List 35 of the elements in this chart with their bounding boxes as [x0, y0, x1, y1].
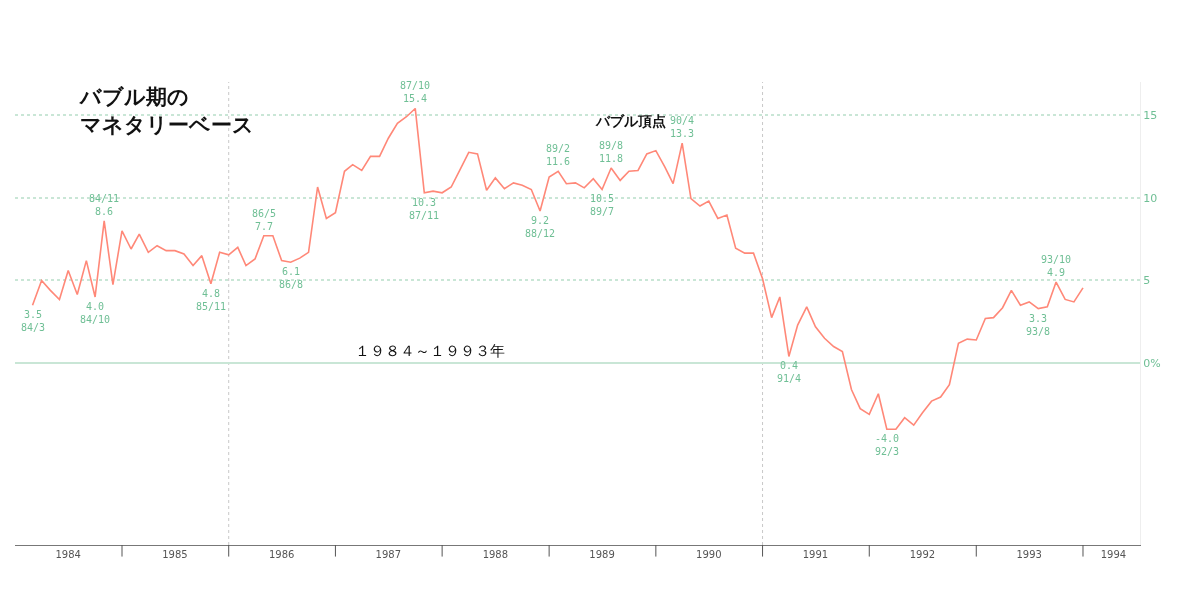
x-tick-label: 1988 — [482, 549, 509, 560]
annotation: 86/5 7.7 — [252, 208, 277, 232]
x-tick-label: 1984 — [55, 549, 81, 560]
annotation: -4.0 92/3 — [875, 433, 900, 457]
annotation: 10.5 89/7 — [590, 193, 615, 217]
annotation: 89/2 11.6 — [546, 143, 571, 167]
y-tick-label: 0% — [1143, 356, 1161, 370]
x-tick-label: 1992 — [909, 549, 936, 560]
annotation: 9.2 88/12 — [525, 215, 556, 239]
y-tick-label: 10 — [1143, 191, 1158, 205]
annotation: バブル頂点 — [595, 113, 666, 129]
annotation: １９８４～１９９３年 — [355, 342, 505, 360]
annotation: 90/4 13.3 — [670, 115, 695, 139]
annotation: 3.3 93/8 — [1026, 313, 1051, 337]
x-tick-label: 1994 — [1100, 549, 1127, 560]
x-tick-label: 1986 — [268, 549, 295, 560]
annotation: 0.4 91/4 — [777, 360, 802, 384]
text: バブル期のマネタリーベース — [79, 85, 255, 137]
x-tick-label: 1987 — [375, 549, 402, 560]
x-tick-label: 1991 — [802, 549, 829, 560]
x-tick-label: 1993 — [1016, 549, 1042, 560]
x-tick-label: 1985 — [162, 549, 188, 560]
annotation: 10.3 87/11 — [409, 197, 440, 221]
annotation: 87/10 15.4 — [400, 80, 431, 104]
annotation: 6.1 86/8 — [279, 266, 304, 290]
annotation: 84/11 8.6 — [89, 193, 120, 217]
x-tick-label: 1990 — [696, 549, 722, 560]
annotation: 89/8 11.8 — [599, 140, 624, 164]
y-tick-label: 15 — [1143, 108, 1158, 122]
annotation: 4.0 84/10 — [80, 301, 111, 325]
annotation: 93/10 4.9 — [1041, 254, 1072, 278]
annotation: 4.8 85/11 — [196, 288, 227, 312]
y-tick-label: 5 — [1143, 274, 1151, 288]
annotation: 3.5 84/3 — [21, 309, 46, 333]
x-tick-label: 1989 — [589, 549, 615, 560]
